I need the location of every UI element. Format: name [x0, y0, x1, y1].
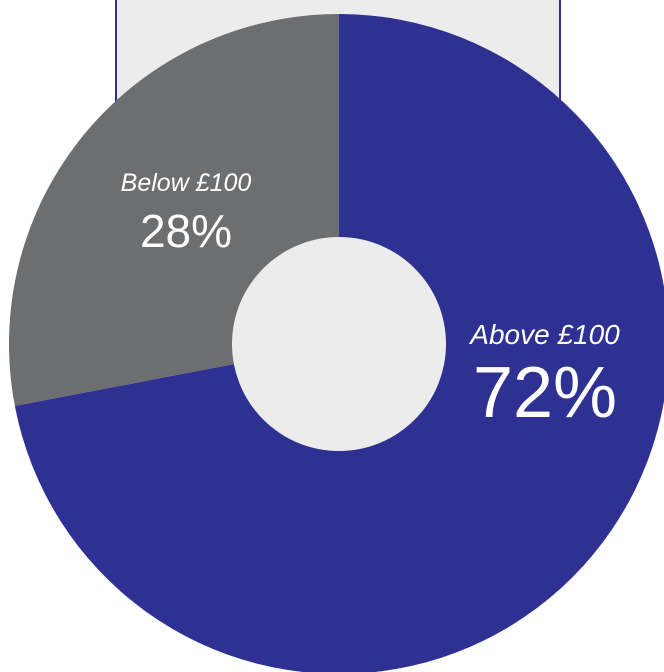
slice-label-below: Below £100	[121, 169, 252, 197]
slice-value-above: 72%	[473, 353, 617, 433]
slice-value-below: 28%	[140, 205, 232, 257]
donut-hole	[232, 237, 446, 451]
slice-label-above: Above £100	[468, 319, 620, 350]
